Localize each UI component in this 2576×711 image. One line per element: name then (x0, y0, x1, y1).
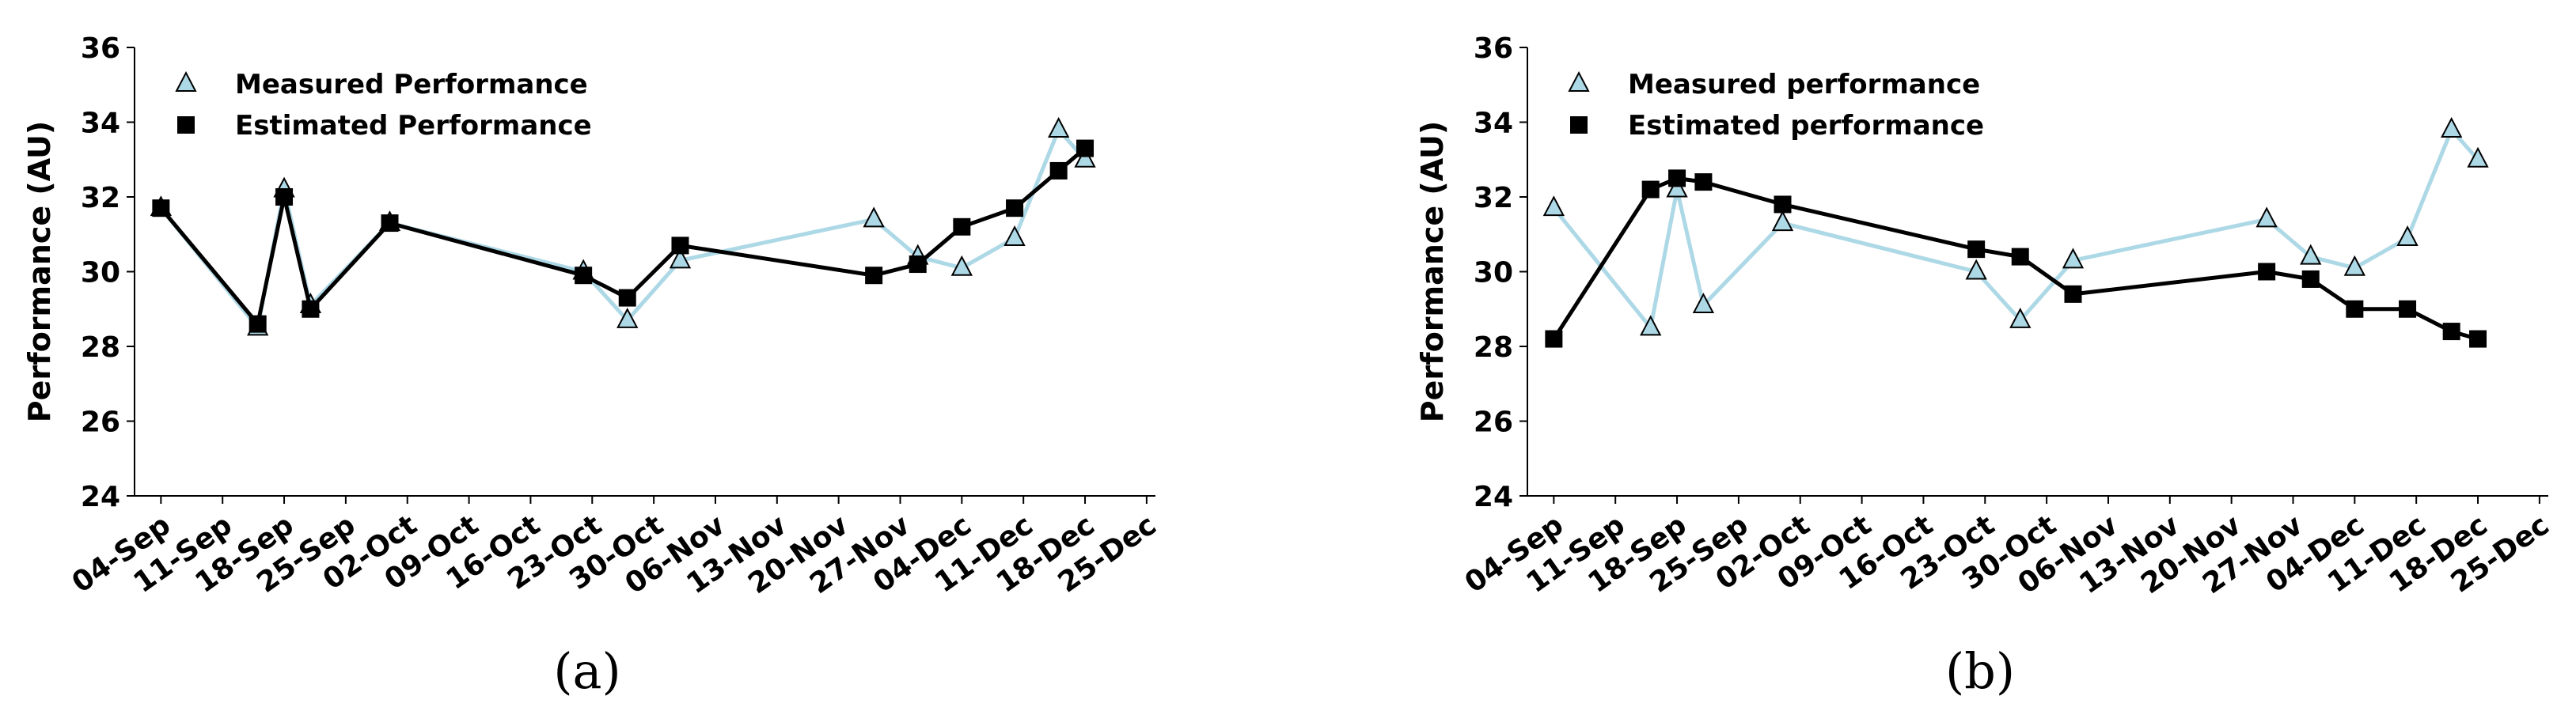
data-point-measured (1048, 117, 1070, 138)
y-axis-title: Performance (AU) (22, 121, 57, 422)
data-point-measured (669, 248, 692, 269)
y-tick-label: 30 (81, 257, 120, 289)
data-point-measured (2255, 206, 2278, 228)
y-tick-label: 26 (81, 407, 120, 439)
data-point-measured (1074, 146, 1096, 168)
y-tick-label: 28 (81, 331, 120, 364)
data-point-measured (2467, 146, 2489, 168)
y-tick-label: 26 (1474, 407, 1513, 439)
legend-marker-estimated (177, 116, 195, 134)
data-point-estimated (953, 217, 971, 236)
data-point-measured (2062, 248, 2085, 269)
data-point-estimated (2346, 300, 2364, 318)
data-point-measured (2441, 117, 2463, 138)
legend-marker-estimated (1570, 116, 1588, 134)
data-point-estimated (1668, 169, 1686, 187)
data-point-estimated (1049, 161, 1068, 180)
data-point-estimated (2301, 270, 2320, 288)
data-point-estimated (302, 300, 320, 318)
data-point-measured (2396, 225, 2419, 246)
data-point-measured (1965, 259, 1987, 280)
legend-label: Measured Performance (235, 69, 588, 100)
data-point-measured (1692, 293, 1715, 314)
y-tick-label: 34 (1474, 108, 1513, 140)
data-point-estimated (1641, 180, 1660, 199)
data-point-measured (1003, 225, 1026, 246)
legend-marker-measured (1568, 71, 1590, 92)
panel-caption: (b) (1945, 642, 2015, 700)
data-point-measured (950, 255, 973, 276)
data-point-estimated (152, 199, 170, 217)
y-tick-label: 32 (81, 182, 120, 214)
data-point-estimated (2064, 285, 2082, 303)
y-tick-label: 34 (81, 108, 120, 140)
data-point-estimated (671, 236, 689, 255)
y-tick-label: 30 (1474, 257, 1513, 289)
y-tick-label: 36 (81, 32, 120, 65)
legend-label: Estimated performance (1628, 110, 1984, 142)
legend-marker-measured (175, 71, 197, 92)
y-tick-label: 24 (81, 481, 120, 513)
data-point-estimated (381, 214, 399, 233)
data-point-estimated (275, 188, 294, 206)
legend-label: Measured performance (1628, 69, 1980, 100)
y-tick-label: 32 (1474, 182, 1513, 214)
data-point-measured (616, 307, 639, 328)
data-point-estimated (248, 315, 267, 333)
data-point-estimated (909, 255, 927, 274)
data-point-estimated (2469, 330, 2487, 348)
data-point-measured (2009, 307, 2032, 328)
data-point-measured (2343, 255, 2366, 276)
y-tick-label: 36 (1474, 32, 1513, 65)
data-point-estimated (618, 289, 636, 307)
legend-label: Estimated Performance (235, 110, 592, 142)
data-point-measured (1542, 195, 1565, 217)
data-point-estimated (1076, 139, 1095, 157)
data-point-estimated (2442, 323, 2460, 341)
data-point-estimated (1774, 195, 1792, 214)
data-point-measured (863, 206, 885, 228)
y-tick-label: 28 (1474, 331, 1513, 364)
data-point-estimated (575, 267, 593, 285)
data-point-estimated (865, 267, 883, 285)
data-point-estimated (1967, 240, 1986, 259)
data-point-measured (1640, 315, 1662, 336)
y-axis-title: Performance (AU) (1415, 121, 1450, 422)
data-point-estimated (1694, 173, 1713, 191)
data-point-estimated (2011, 248, 2029, 266)
data-point-estimated (1545, 330, 1563, 348)
data-point-estimated (1006, 199, 1024, 217)
data-point-estimated (2258, 263, 2276, 281)
y-tick-label: 24 (1474, 481, 1513, 513)
data-point-measured (2300, 244, 2322, 265)
data-point-measured (1771, 210, 1794, 232)
data-point-measured (1666, 176, 1688, 198)
data-point-estimated (2399, 300, 2417, 318)
panel-caption: (a) (553, 642, 620, 700)
series-line-estimated (159, 146, 1087, 327)
